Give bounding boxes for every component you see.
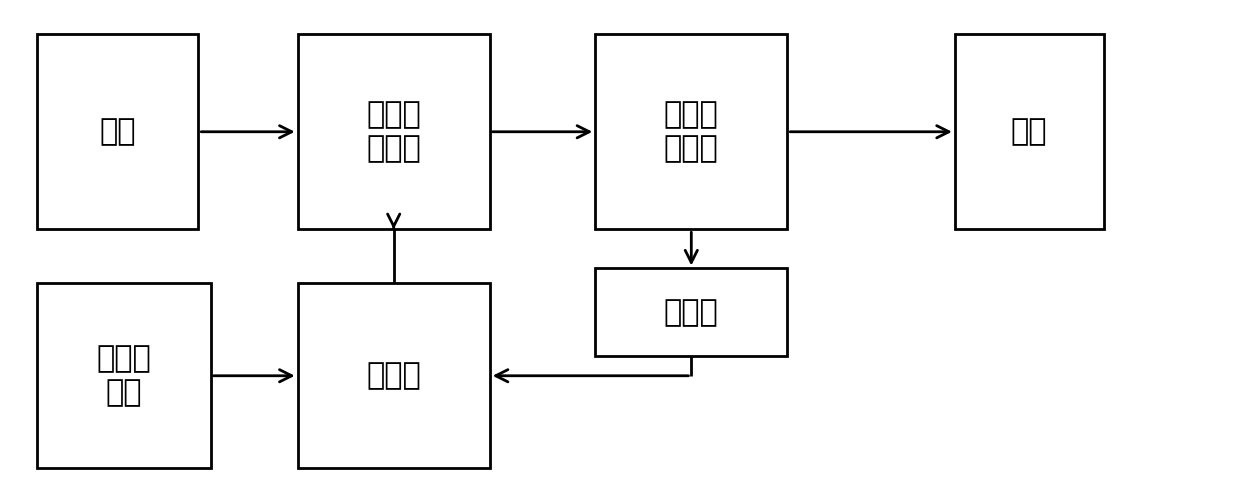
Bar [298, 34, 490, 229]
Text: 传感器: 传感器 [663, 298, 719, 327]
Text: 开关磁
阻电机: 开关磁 阻电机 [663, 100, 719, 163]
Bar [298, 283, 490, 468]
Bar [37, 283, 211, 468]
Text: 功率转
换电路: 功率转 换电路 [366, 100, 422, 163]
Bar [595, 268, 787, 356]
Bar [955, 34, 1104, 229]
Text: 电源: 电源 [99, 117, 136, 146]
Bar [595, 34, 787, 229]
Bar [37, 34, 198, 229]
Text: 转矩控
制器: 转矩控 制器 [97, 344, 151, 407]
Text: 控制器: 控制器 [366, 361, 422, 390]
Text: 负载: 负载 [1011, 117, 1048, 146]
